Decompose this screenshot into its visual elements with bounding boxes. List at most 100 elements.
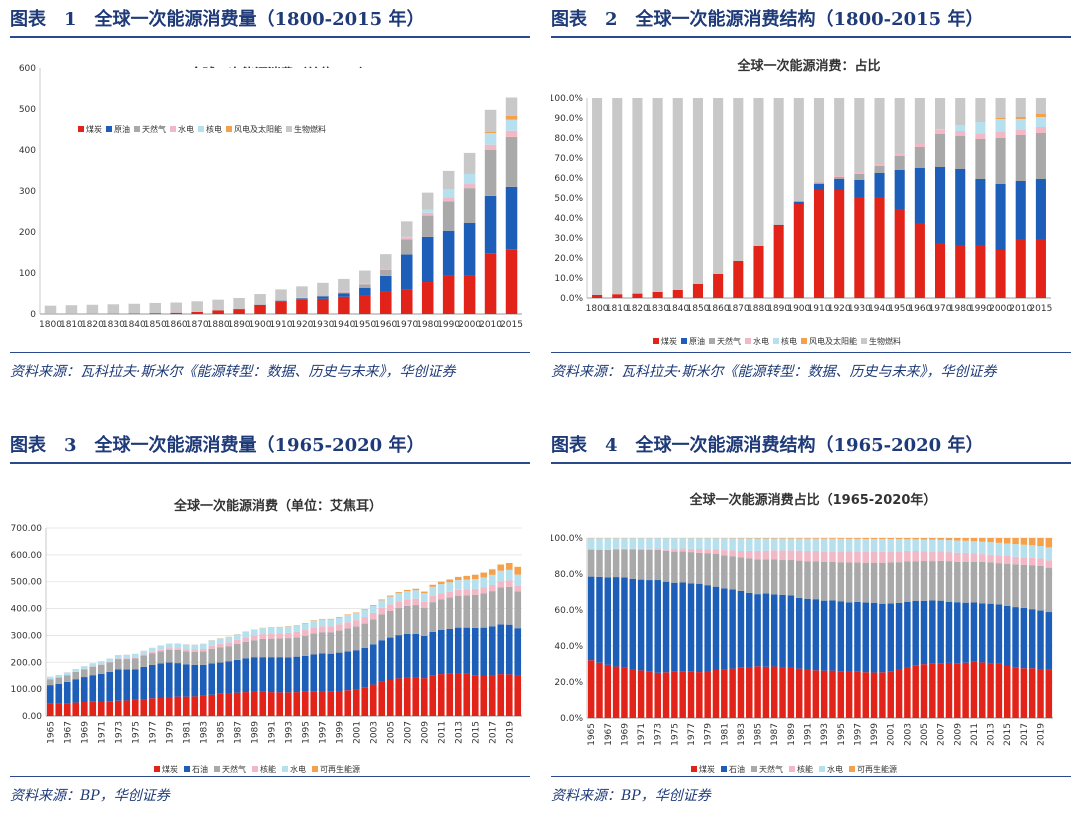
bar-segment <box>157 649 165 652</box>
bar-segment <box>820 538 828 539</box>
bar-segment <box>400 289 413 314</box>
y-tick-label: 700.00 <box>11 524 43 534</box>
bar-segment <box>480 593 488 628</box>
bar-segment <box>471 588 479 595</box>
bar-segment <box>327 691 335 716</box>
bar-segment <box>442 275 455 314</box>
bar-segment <box>463 222 476 276</box>
bar-segment <box>80 666 88 670</box>
x-tick-label: 1860 <box>707 304 730 314</box>
bar-segment <box>612 577 620 667</box>
legend-swatch <box>773 338 779 344</box>
bar-segment <box>712 586 720 670</box>
bar-segment <box>637 549 645 580</box>
bar-segment <box>955 169 966 245</box>
x-tick-label: 2009 <box>420 721 430 744</box>
bar-segment <box>935 98 946 129</box>
bar-segment <box>174 643 182 649</box>
bar-segment <box>779 538 786 539</box>
bar-segment <box>242 658 250 693</box>
bar-segment <box>191 311 203 314</box>
x-tick-label: 1850 <box>144 320 167 330</box>
bar-segment <box>446 673 454 716</box>
bar-segment <box>296 299 308 314</box>
bar-segment <box>1020 607 1028 669</box>
bar-segment <box>604 549 612 578</box>
x-tick-label: 1981 <box>182 721 192 744</box>
bar-segment <box>1003 665 1011 718</box>
y-tick-label: 80.0% <box>554 570 583 580</box>
legend-swatch <box>721 766 727 772</box>
bar-segment <box>654 580 661 673</box>
bar-segment <box>216 662 224 694</box>
bar-segment <box>837 562 845 602</box>
bar-segment <box>596 549 603 577</box>
bar-segment <box>437 674 445 716</box>
bar-segment <box>879 603 886 673</box>
bar-segment <box>484 133 497 145</box>
heading-rule <box>551 36 1071 38</box>
bar-segment <box>920 551 928 562</box>
bar-segment <box>879 538 886 540</box>
bar-segment <box>505 97 518 116</box>
bar-segment <box>250 630 258 636</box>
x-tick-label: 2003 <box>903 723 913 746</box>
bar-segment <box>937 551 944 561</box>
bar-segment <box>369 644 377 685</box>
y-tick-label: 40.0% <box>554 214 583 224</box>
bar-segment <box>787 667 795 718</box>
bar-segment <box>914 223 925 298</box>
bar-segment <box>787 550 795 561</box>
heading-rule <box>10 462 530 464</box>
bar-segment <box>962 540 969 553</box>
bar-segment <box>199 651 207 665</box>
bar-segment <box>887 539 894 552</box>
bar-segment <box>812 599 820 671</box>
bar-segment <box>327 626 335 633</box>
bar-segment <box>242 641 250 659</box>
bar-segment <box>646 671 653 718</box>
bar-segment <box>361 623 369 648</box>
bar-segment <box>829 551 836 562</box>
bar-segment <box>629 538 637 549</box>
bar-segment <box>165 662 173 698</box>
chart-1-svg: 全球一次能源消费（单位：EJ）0100200300400500600180018… <box>19 64 523 330</box>
bar-segment <box>854 562 861 602</box>
x-tick-label: 2007 <box>403 721 413 744</box>
bar-segment <box>327 619 335 627</box>
x-tick-label: 1940 <box>868 304 891 314</box>
bar-segment <box>386 596 394 605</box>
bar-segment <box>386 595 394 597</box>
bar-segment <box>97 661 105 665</box>
bar-segment <box>779 594 786 668</box>
bar-segment <box>862 551 870 563</box>
bar-segment <box>310 633 318 655</box>
bar-segment <box>412 598 420 606</box>
bar-segment <box>276 692 284 716</box>
bar-segment <box>587 538 595 550</box>
x-tick-label: 1993 <box>820 723 830 746</box>
bar-segment <box>795 538 803 539</box>
bar-segment <box>679 582 686 672</box>
x-tick-label: 2013 <box>454 721 464 744</box>
bar-segment <box>646 548 653 550</box>
x-tick-label: 1979 <box>704 723 714 746</box>
x-tick-label: 1991 <box>267 721 277 744</box>
bar-segment <box>471 675 479 716</box>
bar-segment <box>995 132 1006 138</box>
bar-segment <box>692 284 703 298</box>
bar-segment <box>46 685 54 704</box>
bar-segment <box>429 631 437 676</box>
bar-segment <box>721 538 728 551</box>
y-tick-label: 0.0% <box>560 294 583 304</box>
bar-segment <box>879 539 886 552</box>
bar-segment <box>652 98 663 292</box>
heading-rule <box>10 36 530 38</box>
bar-segment <box>995 663 1003 718</box>
bar-segment <box>1020 668 1028 718</box>
bar-segment <box>386 637 394 681</box>
bar-segment <box>1003 605 1011 666</box>
bar-segment <box>80 677 88 703</box>
legend-label: 原油 <box>689 336 705 346</box>
legend-swatch <box>184 766 190 772</box>
